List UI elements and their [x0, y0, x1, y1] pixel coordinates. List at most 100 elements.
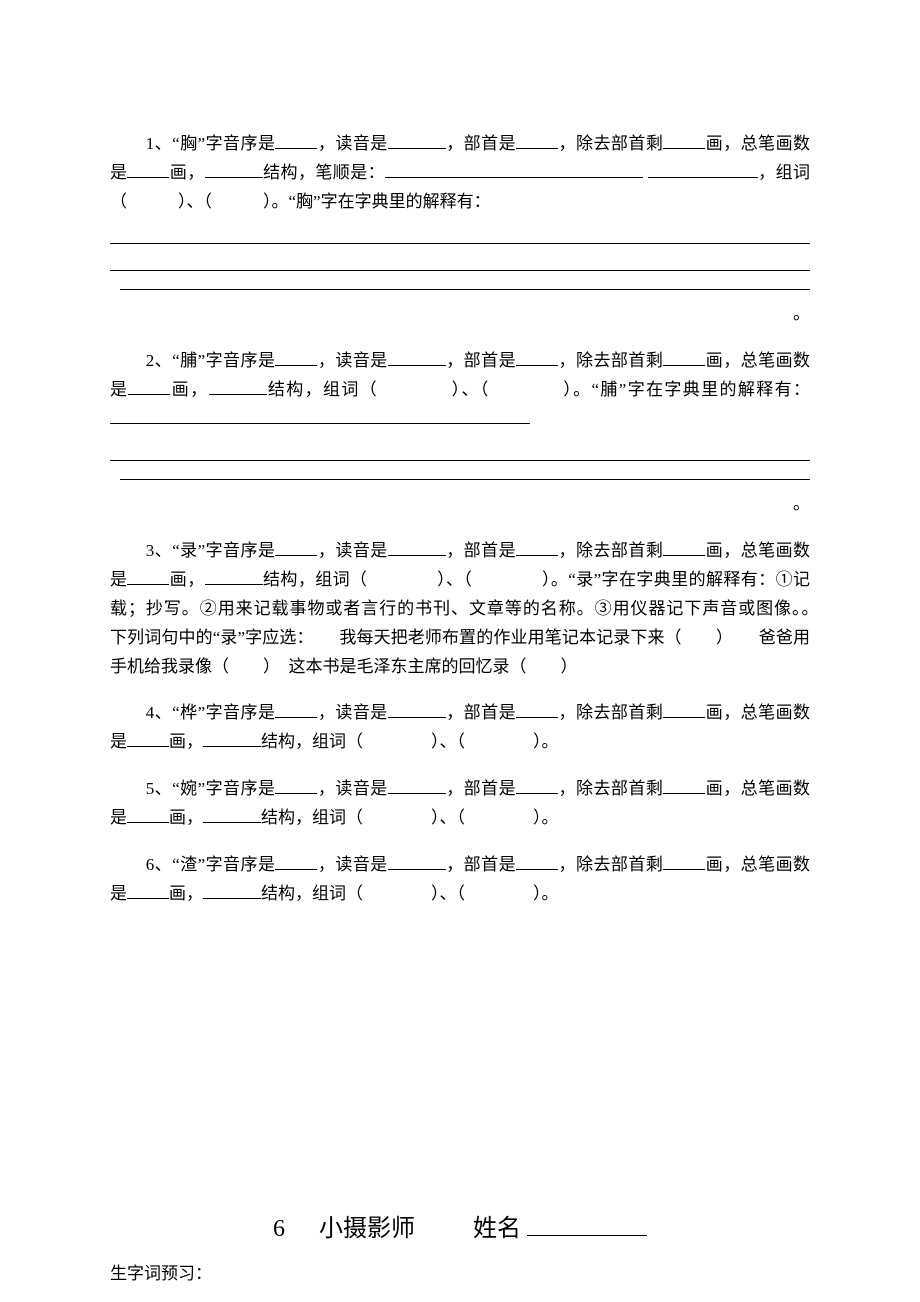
q4-num: 4、 [146, 703, 172, 722]
question-5: 5、“婉”字音序是，读音是，部首是，除去部首剩画，总笔画数是画，结构，组词（ ）… [110, 775, 810, 833]
blank-input[interactable] [128, 376, 170, 395]
question-6: 6、“渣”字音序是，读音是，部首是，除去部首剩画，总笔画数是画，结构，组词（ ）… [110, 851, 810, 909]
blank-input[interactable] [275, 130, 317, 149]
blank-input[interactable] [388, 130, 446, 149]
blank-input[interactable] [648, 159, 758, 178]
q4-t9: ）。 [533, 732, 559, 751]
q2-t7: 结构，组词（ [267, 380, 379, 399]
blank-input[interactable] [203, 804, 261, 823]
blank-input[interactable] [663, 347, 705, 366]
q4-t8: ）、（ [431, 732, 465, 751]
blank-input[interactable] [127, 880, 169, 899]
q2-char: 脯 [180, 351, 198, 370]
blank-input[interactable] [275, 775, 317, 794]
blank-line[interactable] [110, 434, 810, 461]
blank-input[interactable] [663, 775, 705, 794]
blank-input[interactable] [663, 537, 705, 556]
blank-line[interactable] [120, 461, 810, 480]
q4-t3: ，部首是 [446, 703, 516, 722]
blank-input[interactable] [275, 851, 317, 870]
q3-s1: 我每天把老师布置的作业用笔记本记录下来（ ） [339, 628, 724, 647]
q2-t3: ，部首是 [446, 351, 516, 370]
q1-t7: 结构，笔顺是： [263, 163, 385, 182]
blank-input[interactable] [127, 728, 169, 747]
blank-input[interactable] [203, 728, 261, 747]
blank-input[interactable] [388, 775, 446, 794]
q3-t7: 结构，组词（ [263, 570, 368, 589]
blank-input[interactable] [127, 159, 169, 178]
q3-close: ” [198, 541, 206, 560]
blank-input[interactable] [663, 851, 705, 870]
page: 1、“胸”字音序是，读音是，部首是，除去部首剩画，总笔画数是画，结构，笔顺是： … [0, 0, 920, 1302]
q5-open: “ [172, 779, 180, 798]
blank-input[interactable] [385, 159, 643, 178]
name-label: 姓名 [473, 1216, 521, 1242]
blank-input[interactable] [110, 405, 530, 424]
blank-line[interactable] [120, 272, 810, 291]
q5-close: ” [198, 779, 206, 798]
blank-input[interactable] [516, 700, 558, 719]
blank-input[interactable] [275, 700, 317, 719]
q4-close: ” [198, 703, 206, 722]
q3-t9: ）。 [542, 570, 568, 589]
blank-input[interactable] [663, 700, 705, 719]
q1-t11: “胸”字在字典里的解释有： [289, 192, 491, 211]
q1-open: “ [172, 134, 180, 153]
blank-input[interactable] [388, 347, 446, 366]
subtitle: 生字词预习： [110, 1260, 810, 1289]
blank-input[interactable] [516, 775, 558, 794]
q1-t10: ）。 [263, 192, 289, 211]
q3-d3: ③用仪器记下声音或图像。。 [595, 599, 810, 618]
q3-t1: 字音序是 [205, 541, 275, 560]
blank-input[interactable] [205, 159, 263, 178]
section-num: 6 [273, 1216, 285, 1242]
name-blank[interactable] [527, 1211, 647, 1236]
blank-input[interactable] [205, 566, 263, 585]
q4-char: 桦 [180, 703, 198, 722]
q2-open: “ [172, 351, 180, 370]
section-title-text: 小摄影师 [319, 1216, 415, 1242]
q2-t2: ，读音是 [317, 351, 387, 370]
q1-close: ” [198, 134, 206, 153]
q6-t8: ）、（ [431, 884, 465, 903]
q5-t4: ，除去部首剩 [558, 779, 663, 798]
q1-t6: 画， [169, 163, 204, 182]
blank-input[interactable] [127, 566, 169, 585]
q3-p1: 下列词句中的“录”字应选： [110, 628, 305, 647]
q5-t2: ，读音是 [317, 779, 387, 798]
q2-t8: ）、（ [452, 380, 490, 399]
q5-t7: 结构，组词（ [261, 808, 363, 827]
blank-input[interactable] [388, 537, 446, 556]
blank-input[interactable] [209, 376, 267, 395]
q3-t4: ，除去部首剩 [558, 541, 663, 560]
q4-t1: 字音序是 [205, 703, 275, 722]
blank-input[interactable] [516, 537, 558, 556]
blank-line[interactable] [110, 244, 810, 271]
blank-input[interactable] [388, 700, 446, 719]
section-title: 6 小摄影师 姓名 [110, 1209, 810, 1250]
q6-t7: 结构，组词（ [261, 884, 363, 903]
q1-t1: 字音序是 [205, 134, 275, 153]
q3-d2: ②用来记载事物或者言行的书刊、文章等的名称。 [200, 599, 595, 618]
q6-num: 6、 [146, 855, 172, 874]
q1-t2: ，读音是 [317, 134, 387, 153]
blank-input[interactable] [516, 347, 558, 366]
blank-input[interactable] [275, 347, 317, 366]
q5-t9: ）。 [533, 808, 559, 827]
blank-input[interactable] [516, 130, 558, 149]
blank-input[interactable] [388, 851, 446, 870]
q6-open: “ [172, 855, 180, 874]
blank-input[interactable] [203, 880, 261, 899]
question-3: 3、“录”字音序是，读音是，部首是，除去部首剩画，总笔画数是画，结构，组词（ ）… [110, 537, 810, 681]
q2-t6: 画， [170, 380, 208, 399]
question-4: 4、“桦”字音序是，读音是，部首是，除去部首剩画，总笔画数是画，结构，组词（ ）… [110, 699, 810, 757]
blank-input[interactable] [663, 130, 705, 149]
blank-input[interactable] [127, 804, 169, 823]
blank-input[interactable] [516, 851, 558, 870]
blank-line[interactable] [110, 217, 810, 244]
q1-end: 。 [793, 304, 810, 323]
q4-t6: 画， [169, 732, 203, 751]
q3-s3: 这本书是毛泽东主席的回忆录（ ） [289, 657, 578, 676]
q6-t3: ，部首是 [446, 855, 516, 874]
blank-input[interactable] [275, 537, 317, 556]
